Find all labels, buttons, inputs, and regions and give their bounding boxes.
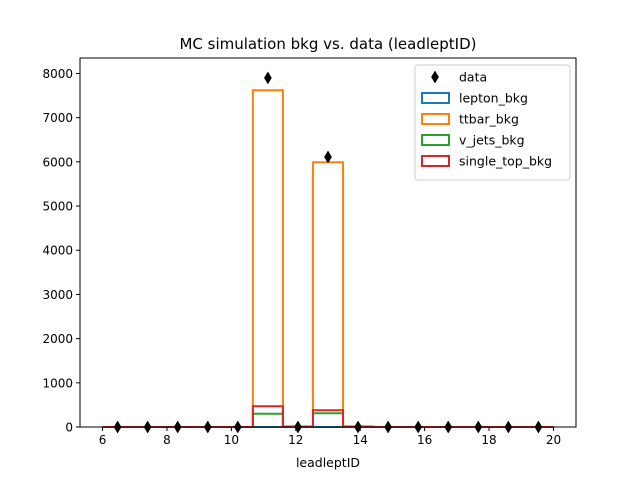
x-axis: 6 8 10 12 14 16 18 20 — [99, 427, 561, 447]
chart-title: MC simulation bkg vs. data (leadleptID) — [179, 35, 476, 53]
y-axis: 0 1000 2000 3000 4000 5000 6000 7000 8000 — [42, 67, 80, 435]
x-tick-label: 16 — [417, 433, 432, 447]
legend-label: lepton_bkg — [459, 91, 528, 106]
legend-swatch — [421, 134, 450, 146]
data-point — [263, 71, 272, 85]
x-tick-label: 20 — [546, 433, 561, 447]
x-tick-label: 10 — [224, 433, 239, 447]
y-tick-label: 5000 — [42, 200, 73, 214]
legend-label: data — [459, 70, 487, 85]
x-tick-label: 18 — [481, 433, 496, 447]
x-tick-label: 6 — [99, 433, 107, 447]
y-tick-label: 2000 — [42, 332, 73, 346]
legend-box — [414, 64, 571, 181]
series-v-jets-bkg — [102, 412, 554, 428]
data-point — [324, 150, 332, 164]
y-tick-label: 7000 — [42, 111, 73, 125]
legend-label: v_jets_bkg — [459, 133, 525, 148]
legend-item-v-jets-bkg: v_jets_bkg — [421, 133, 525, 148]
y-tick-label: 1000 — [42, 376, 73, 390]
x-tick-label: 8 — [163, 433, 171, 447]
series-single-top-bkg — [102, 405, 554, 428]
legend-label: ttbar_bkg — [459, 112, 519, 127]
legend-item-ttbar-bkg: ttbar_bkg — [421, 112, 519, 127]
y-tick-label: 6000 — [42, 155, 73, 169]
legend-item-single-top-bkg: single_top_bkg — [421, 154, 552, 169]
y-tick-label: 8000 — [42, 67, 73, 81]
legend-item-lepton-bkg: lepton_bkg — [421, 91, 528, 106]
y-tick-label: 4000 — [42, 244, 73, 258]
x-tick-label: 14 — [353, 433, 368, 447]
legend-swatch — [421, 113, 450, 125]
legend-marker — [431, 70, 439, 84]
x-axis-label: leadleptID — [296, 455, 360, 470]
legend-swatch — [421, 155, 450, 167]
axes-frame — [79, 57, 577, 428]
legend-swatch — [421, 92, 450, 104]
legend-item-data: data — [431, 70, 487, 85]
legend: data lepton_bkg ttbar_bkg v_jets_bkg single_… — [414, 64, 571, 181]
x-tick-label: 12 — [288, 433, 303, 447]
y-tick-label: 3000 — [42, 288, 73, 302]
legend-label: single_top_bkg — [459, 154, 552, 169]
y-tick-label: 0 — [65, 421, 73, 435]
